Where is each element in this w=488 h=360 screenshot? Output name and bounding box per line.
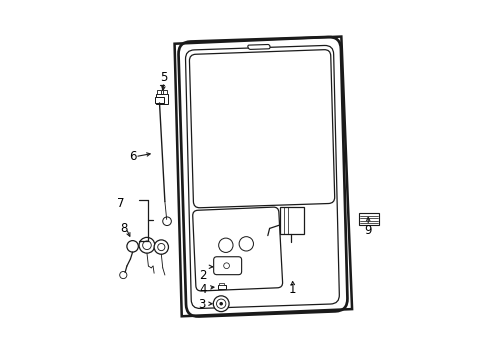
Text: 4: 4 <box>199 283 206 296</box>
Circle shape <box>120 271 126 279</box>
Bar <box>157 90 161 94</box>
Bar <box>155 94 168 104</box>
Text: 1: 1 <box>288 283 296 296</box>
Text: 5: 5 <box>160 71 167 84</box>
Circle shape <box>163 217 171 226</box>
Circle shape <box>158 243 164 251</box>
Circle shape <box>154 240 168 254</box>
Circle shape <box>216 299 225 309</box>
Text: 2: 2 <box>199 269 206 282</box>
Bar <box>219 283 224 285</box>
Text: 6: 6 <box>129 150 137 163</box>
Text: 7: 7 <box>117 197 124 210</box>
Circle shape <box>213 296 228 312</box>
Text: 3: 3 <box>197 298 205 311</box>
Circle shape <box>126 240 138 252</box>
Bar <box>359 213 378 225</box>
Bar <box>163 90 166 94</box>
Circle shape <box>142 241 151 249</box>
Circle shape <box>220 303 222 305</box>
Bar <box>280 207 303 234</box>
Bar <box>218 285 225 289</box>
Bar <box>155 97 164 103</box>
PathPatch shape <box>247 45 269 49</box>
Text: 9: 9 <box>364 224 371 237</box>
FancyBboxPatch shape <box>213 257 241 275</box>
Text: 8: 8 <box>121 222 128 235</box>
Circle shape <box>139 237 155 253</box>
